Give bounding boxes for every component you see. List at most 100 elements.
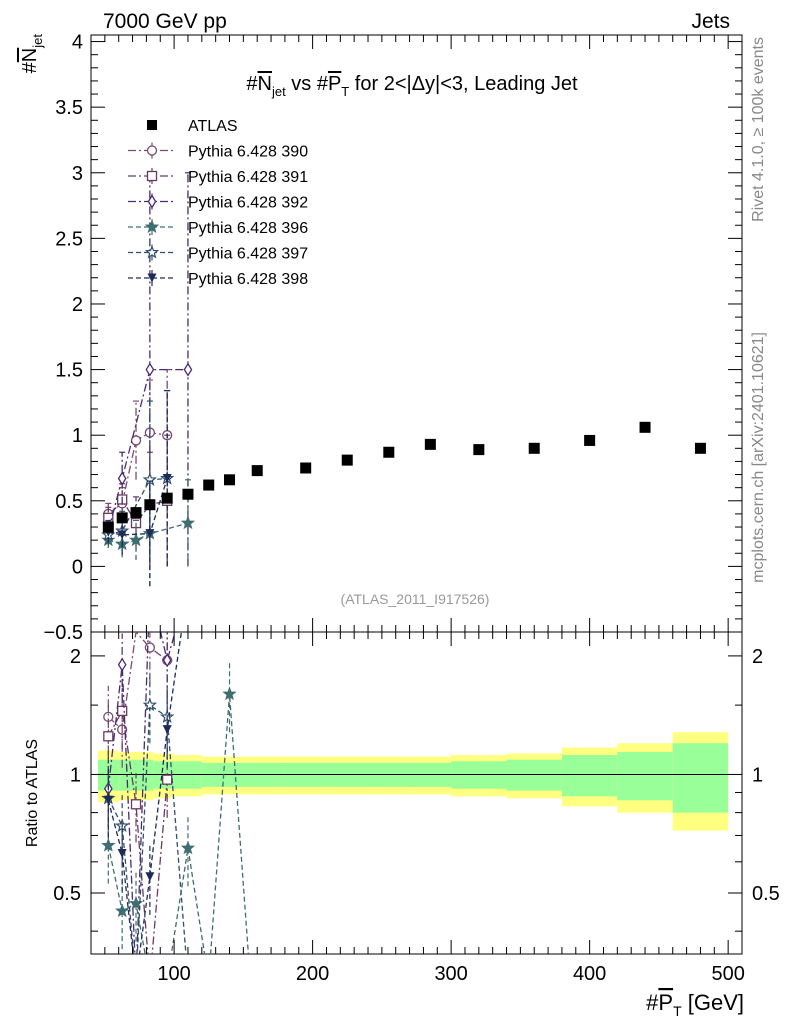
- data-point: [183, 362, 193, 377]
- legend-marker: [147, 120, 157, 130]
- band-inner: [561, 755, 618, 797]
- legend-entry: Pythia 6.428 390: [128, 142, 308, 161]
- data-point: [128, 532, 144, 547]
- ratio-point: [117, 705, 128, 717]
- ratio-point: [115, 903, 130, 918]
- x-axis-label: #PT [GeV]: [646, 990, 744, 1019]
- legend-entry: Pythia 6.428 391: [128, 168, 308, 186]
- y-tick-label: 1.5: [55, 360, 83, 382]
- main-marks: [101, 172, 706, 587]
- ratio-marks: [101, 632, 250, 954]
- ratio-y-tick-label-right: 1: [752, 764, 763, 786]
- legend-entry: Pythia 6.428 396: [128, 219, 308, 237]
- band-inner: [617, 752, 673, 801]
- y-tick-label: −0.5: [44, 622, 83, 644]
- ratio-y-tick-label: 1: [70, 764, 81, 786]
- atlas-point: [639, 421, 651, 433]
- ratio-plot-frame: [90, 631, 743, 955]
- legend-marker: [147, 194, 157, 209]
- ratio-uncertainty-band: [97, 732, 729, 831]
- data-point: [130, 435, 142, 446]
- x-tick-label: 500: [711, 963, 744, 985]
- y-tick-label: 0: [72, 556, 83, 578]
- header-right: Jets: [691, 10, 730, 33]
- band-inner: [672, 743, 729, 813]
- header-left: 7000 GeV pp: [103, 10, 227, 33]
- atlas-point: [182, 488, 194, 500]
- legend-marker: [144, 245, 160, 259]
- main-plot-panel: −0.5 0 0.5 1 1.5 2 2.5 3 3.5 4 #Njet vs #PT for 2…: [19, 32, 743, 644]
- series-pythia-6-428-391: [103, 434, 173, 567]
- x-tick-label: 400: [573, 963, 606, 985]
- y-tick-label: 3: [72, 163, 83, 185]
- ratio-point: [103, 731, 114, 742]
- data-point: [117, 530, 127, 540]
- atlas-point: [130, 507, 142, 519]
- atlas-point: [528, 442, 540, 454]
- legend-label: Pythia 6.428 398: [188, 271, 308, 288]
- ratio-point: [130, 799, 142, 810]
- atlas-point: [203, 479, 215, 491]
- legend: ATLAS Pythia 6.428 390 Pythia 6.428 391 Pyt…: [128, 118, 308, 288]
- ratio-series-pythia-6-428-398: [103, 632, 183, 954]
- legend-marker: [144, 219, 160, 234]
- ratio-ticks: [91, 632, 742, 954]
- ratio-point: [162, 725, 172, 735]
- watermark: (ATLAS_2011_I917526): [341, 591, 490, 607]
- atlas-point: [383, 446, 395, 458]
- band-inner: [174, 761, 202, 789]
- main-y-axis-label: #Njet: [19, 34, 45, 74]
- atlas-point: [424, 438, 436, 450]
- atlas-point: [694, 442, 706, 454]
- ratio-y-tick-label-right: 2: [752, 646, 763, 668]
- atlas-point: [473, 444, 485, 456]
- y-tick-label: 2: [72, 294, 83, 316]
- series-atlas: [102, 421, 706, 533]
- ratio-line: [107, 703, 187, 954]
- legend-label: Pythia 6.428 392: [188, 195, 308, 212]
- ratio-y-axis-label: Ratio to ATLAS: [24, 739, 41, 847]
- legend-marker: [146, 170, 158, 182]
- y-tick-label: 3.5: [55, 97, 83, 119]
- x-tick-label: 300: [434, 963, 467, 985]
- ratio-plot-panel: 0.5 0.5 1 1 2 2 100 200 300 400 500 Ratio to ATLAS…: [24, 631, 780, 1019]
- ratio-line: [107, 632, 168, 731]
- atlas-point: [251, 465, 263, 477]
- atlas-point: [584, 434, 596, 446]
- ratio-series-pythia-6-428-391: [103, 679, 173, 954]
- series-line: [108, 478, 168, 536]
- ratio-point: [222, 686, 237, 701]
- main-title: #Njet vs #PT for 2<|Δy|<3, Leading Jet: [246, 73, 578, 99]
- ratio-point: [180, 840, 196, 855]
- ratio-y-tick-label: 2: [70, 646, 81, 668]
- x-tick-label: 200: [296, 963, 329, 985]
- side-label-bottom: mcplots.cern.ch [arXiv:2401.10621]: [750, 332, 767, 583]
- ratio-point: [145, 872, 155, 882]
- series-line: [108, 477, 168, 536]
- ratio-y-tick-label-right: 0.5: [752, 883, 780, 905]
- legend-entry: Pythia 6.428 398: [128, 270, 308, 288]
- legend-label: ATLAS: [188, 118, 238, 135]
- legend-entry: Pythia 6.428 392: [128, 193, 308, 212]
- legend-marker: [146, 145, 158, 156]
- y-tick-label: 1: [72, 425, 83, 447]
- ratio-tick-labels: 0.5 0.5 1 1 2 2 100 200 300 400 500: [53, 646, 780, 985]
- atlas-point: [161, 492, 173, 504]
- ratio-point: [117, 848, 127, 858]
- band-inner: [451, 761, 507, 789]
- ratio-series-pythia-6-428-390: [103, 632, 173, 768]
- x-tick-label: 100: [157, 963, 190, 985]
- legend-label: Pythia 6.428 397: [188, 246, 308, 263]
- ratio-point: [162, 774, 173, 785]
- ratio-point: [162, 653, 172, 668]
- ratio-line: [107, 632, 176, 954]
- data-point: [162, 473, 172, 483]
- y-tick-label: 2.5: [55, 228, 83, 250]
- series-line: [107, 368, 188, 532]
- band-inner: [506, 759, 562, 791]
- ratio-point: [142, 697, 157, 712]
- main-y-ticks: [91, 35, 742, 633]
- legend-entry: ATLAS: [147, 118, 238, 135]
- atlas-point: [144, 499, 156, 511]
- y-tick-label: 4: [72, 32, 83, 54]
